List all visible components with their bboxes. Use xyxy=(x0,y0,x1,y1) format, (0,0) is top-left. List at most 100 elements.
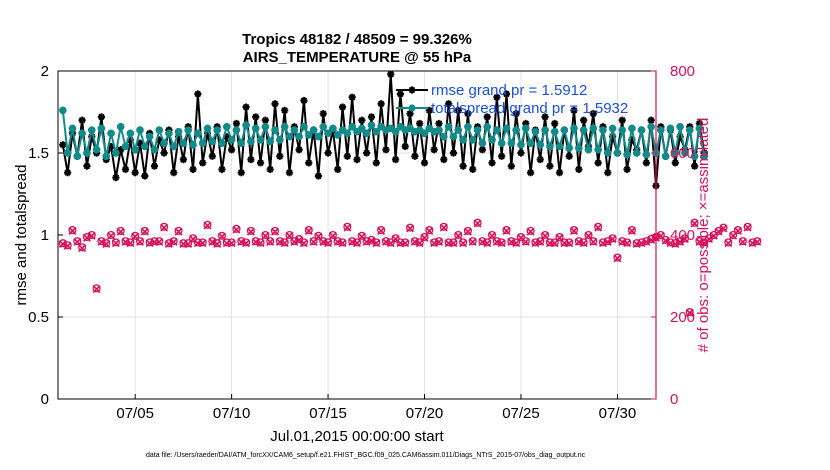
rmse-point xyxy=(247,155,255,164)
y2-tick-label: 800 xyxy=(670,63,695,80)
spread-point xyxy=(671,149,680,157)
spread-point xyxy=(285,132,294,141)
obs-assimilated-point xyxy=(174,227,183,236)
obs-possible-point xyxy=(473,218,482,227)
rmse-point xyxy=(589,110,597,118)
x-axis: 07/05 07/10 07/15 07/20 07/25 07/30 xyxy=(116,394,636,422)
obs-assimilated-point xyxy=(743,223,752,232)
rmse-point xyxy=(363,149,371,157)
obs-assimilated-point xyxy=(536,238,545,246)
obs-possible-point xyxy=(738,237,747,246)
spread-point xyxy=(599,126,607,134)
spread-point xyxy=(295,132,303,141)
rmse-point xyxy=(401,142,409,151)
rmse-point xyxy=(338,103,347,111)
rmse-point xyxy=(367,113,376,121)
spread-point xyxy=(637,126,646,134)
obs-assimilated-point xyxy=(155,238,164,246)
obs-assimilated-point xyxy=(459,239,468,248)
spread-point xyxy=(512,126,520,134)
spread-point xyxy=(656,126,665,134)
spread-point xyxy=(550,127,559,136)
spread-point xyxy=(213,126,221,134)
obs-possible-point xyxy=(656,230,665,240)
spread-point xyxy=(623,150,631,159)
obs-assimilated-point xyxy=(613,254,622,263)
spread-point xyxy=(73,152,82,161)
obs-assimilated-point xyxy=(603,238,612,246)
obs-assimilated-point xyxy=(724,239,733,248)
spread-point xyxy=(309,126,318,134)
spread-point xyxy=(300,122,308,131)
rmse-point xyxy=(305,159,313,167)
rmse-point xyxy=(565,152,573,160)
rmse-point xyxy=(194,90,202,98)
obs-assimilated-point xyxy=(160,223,169,232)
x-axis-label: Jul.01,2015 00:00:00 start xyxy=(270,428,444,445)
spread-point xyxy=(290,126,299,134)
obs-assimilated-point xyxy=(328,231,337,240)
rmse-point xyxy=(83,162,91,170)
spread-point xyxy=(473,126,482,134)
obs-assimilated-point xyxy=(753,238,762,246)
rmse-point xyxy=(348,93,356,101)
spread-point xyxy=(579,126,588,134)
obs-possible-point xyxy=(160,222,169,231)
spread-point xyxy=(261,122,270,131)
x-tick-label: 07/30 xyxy=(599,405,637,422)
obs-possible-point xyxy=(627,226,636,235)
obs-assimilated-point xyxy=(97,238,106,246)
spread-point xyxy=(367,121,376,129)
obs-possible-point xyxy=(405,223,415,232)
rmse-point xyxy=(517,149,525,157)
rmse-point xyxy=(435,119,443,128)
spread-point xyxy=(570,124,578,133)
rmse-point xyxy=(671,159,679,167)
spread-point xyxy=(493,126,501,134)
spread-point xyxy=(449,132,458,141)
rmse-point xyxy=(377,100,385,108)
obs-possible-point xyxy=(391,234,400,243)
rmse-point xyxy=(372,159,380,167)
rmse-point xyxy=(78,116,86,124)
obs-possible-point xyxy=(719,223,728,232)
obs-possible-point xyxy=(97,237,106,246)
spread-point xyxy=(169,142,178,151)
y-axis-right: 0 200 400 600 800 xyxy=(651,63,695,408)
obs-assimilated-point xyxy=(285,231,294,240)
spread-point xyxy=(584,145,593,154)
spread-point xyxy=(574,144,583,152)
obs-assimilated-point xyxy=(642,238,651,246)
obs-assimilated-point xyxy=(73,238,82,246)
y-tick-label: 0.5 xyxy=(28,309,49,326)
spread-point xyxy=(661,152,670,161)
obs-possible-point xyxy=(613,253,622,262)
obs-assimilated-point xyxy=(271,227,279,236)
obs-assimilated-point xyxy=(526,227,535,236)
obs-assimilated-point xyxy=(671,240,680,248)
rmse-point xyxy=(502,90,511,98)
spread-point xyxy=(613,149,622,157)
spread-point xyxy=(420,129,429,138)
obs-possible-point xyxy=(217,231,227,240)
rmse-point xyxy=(391,155,400,164)
rmse-point xyxy=(314,172,323,180)
legend: rmse grand pr = 1.5912 totalspread grand… xyxy=(396,82,628,117)
spread-point xyxy=(131,145,140,154)
rmse-point xyxy=(150,162,159,170)
spread-point xyxy=(594,145,602,154)
obs-assimilated-point xyxy=(111,239,120,248)
rmse-point xyxy=(512,110,520,118)
obs-assimilated-point xyxy=(570,226,578,235)
spread-point xyxy=(632,149,641,157)
rmse-point xyxy=(343,152,351,160)
obs-assimilated-point xyxy=(468,238,477,246)
spread-point xyxy=(232,126,241,134)
obs-possible-point xyxy=(502,226,511,235)
rmse-point xyxy=(469,165,477,173)
spread-point xyxy=(468,136,477,144)
rmse-point xyxy=(189,165,197,173)
legend-spread-label: totalspread grand pr = 1.5932 xyxy=(431,100,628,117)
rmse-point xyxy=(131,169,139,177)
obs-possible-point xyxy=(357,231,366,240)
